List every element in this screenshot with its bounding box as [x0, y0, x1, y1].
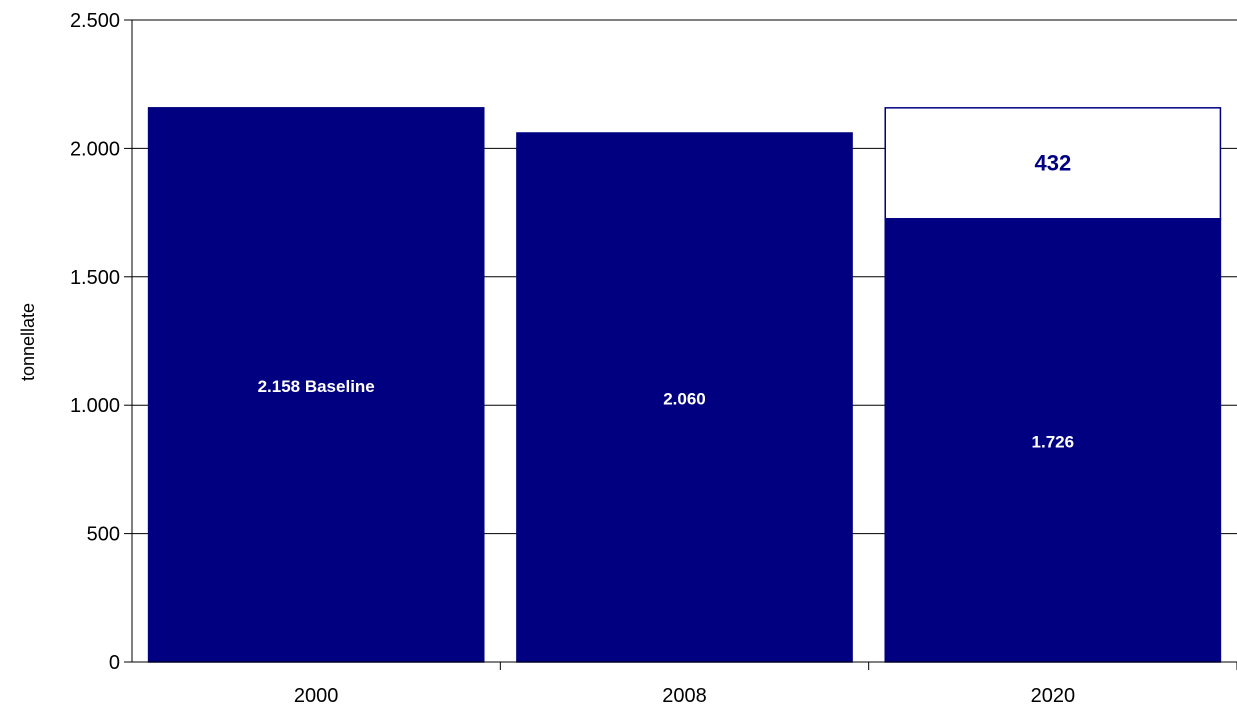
x-tick-label-2020: 2020	[1031, 685, 1076, 707]
y-axis-title: tonnellate	[18, 303, 38, 381]
y-tick-label: 0	[109, 652, 120, 674]
y-tick-label: 500	[87, 524, 120, 546]
x-tick-label-2008: 2008	[662, 685, 707, 707]
bar-data-label-2020-1: 1.726	[1032, 432, 1075, 451]
bar-2000-segment-1	[147, 107, 485, 663]
bar-2008-segment-1	[516, 132, 853, 663]
bar-data-label-2008-1: 2.060	[663, 389, 706, 408]
bar-2020-segment-2	[884, 107, 1222, 220]
axes	[131, 20, 1237, 663]
bar-data-label-2000-1: 2.158 Baseline	[258, 377, 375, 396]
bars	[147, 107, 1222, 663]
y-tick-label: 1.500	[70, 267, 120, 289]
y-tick-label: 2.000	[70, 138, 120, 160]
x-tick-label-2000: 2000	[294, 685, 339, 707]
y-tick-label: 2.500	[70, 10, 120, 32]
ticks: 0 500 1.000 1.500 2.000 2.500 2000 2008 2020	[70, 10, 1237, 707]
y-tick-label: 1.000	[70, 395, 120, 417]
bar-data-label-2020-2: 432	[1034, 150, 1071, 175]
bar-labels: 2.158 Baseline 2.060 1.726 432	[258, 150, 1075, 451]
bar-2020-segment-1	[884, 218, 1222, 663]
